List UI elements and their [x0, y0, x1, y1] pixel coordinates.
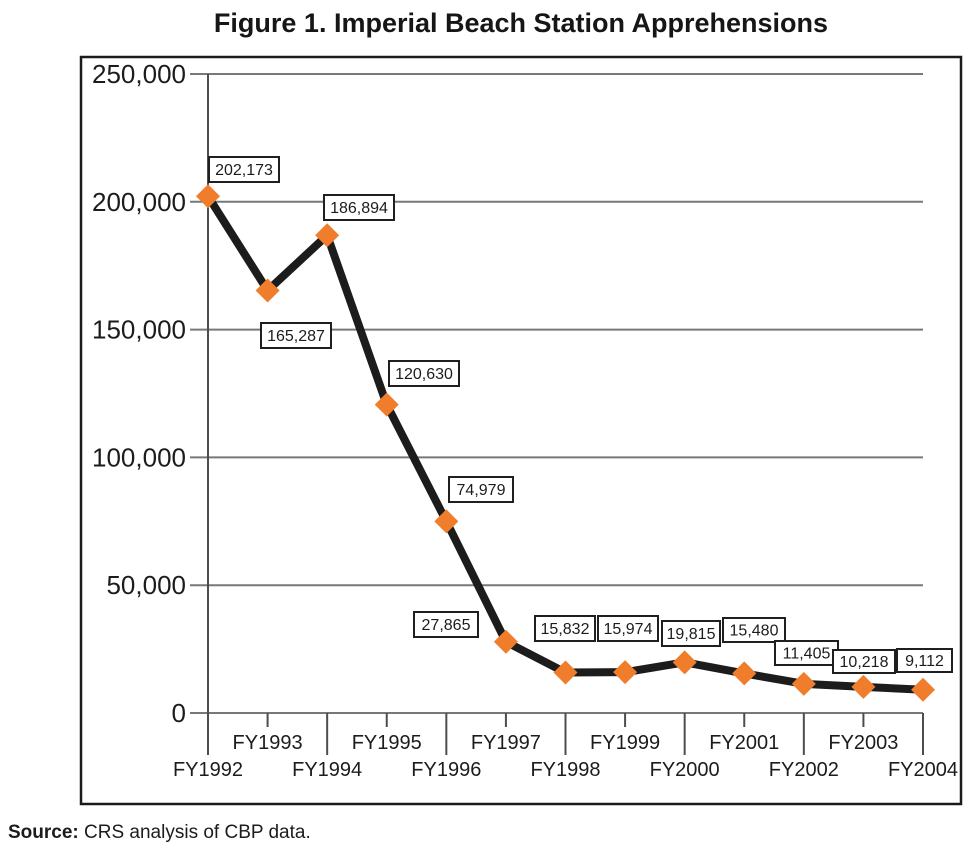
data-series — [196, 184, 935, 702]
data-label-box — [448, 476, 514, 503]
data-label-box — [722, 617, 786, 643]
y-tick-label: 100,000 — [92, 442, 186, 472]
data-label-box — [534, 615, 596, 642]
x-tick-label: FY1996 — [411, 759, 481, 781]
data-point-marker — [434, 509, 459, 534]
data-label-text: 165,287 — [267, 328, 325, 345]
data-label-text: 10,218 — [840, 654, 889, 671]
data-point-marker — [315, 223, 340, 248]
data-label-box — [413, 611, 479, 638]
y-tick-label: 250,000 — [92, 59, 186, 89]
data-label-text: 27,865 — [422, 617, 471, 634]
x-tick-label: FY1994 — [292, 759, 362, 781]
data-point-marker — [672, 650, 697, 675]
x-tick-label: FY1998 — [530, 759, 600, 781]
data-labels: 202,173 165,287 186,894 120,630 74,979 27,865… — [208, 156, 953, 674]
data-point-marker — [553, 660, 578, 685]
data-point-marker — [196, 184, 220, 209]
data-label-box — [774, 640, 839, 666]
data-point-marker — [613, 660, 638, 685]
x-tick-label: FY2002 — [769, 759, 839, 781]
x-tick-label: FY1997 — [471, 732, 541, 754]
data-point-marker — [732, 661, 757, 686]
data-label-text: 9,112 — [905, 653, 944, 670]
data-point-marker — [374, 392, 399, 417]
source-note: Source: CRS analysis of CBP data. — [8, 822, 311, 844]
data-label-text: 186,894 — [330, 200, 388, 217]
data-point-marker — [851, 674, 876, 699]
data-label-text: 19,815 — [667, 626, 716, 643]
x-tick-label: FY2004 — [888, 759, 958, 781]
y-tick-label: 50,000 — [106, 570, 186, 600]
x-tick-label: FY2000 — [650, 759, 720, 781]
y-tick-label: 0 — [172, 698, 186, 728]
x-tick-label: FY2001 — [709, 732, 779, 754]
data-label-text: 15,832 — [541, 621, 590, 638]
data-label-box — [832, 649, 896, 674]
data-label-box — [208, 156, 280, 183]
data-point-marker — [493, 629, 518, 654]
data-label-text: 202,173 — [215, 162, 273, 179]
figure-border — [79, 55, 963, 806]
x-tick-label: FY1993 — [233, 732, 303, 754]
data-label-text: 11,405 — [783, 646, 831, 663]
data-label-text: 15,480 — [730, 623, 779, 640]
source-text: CRS analysis of CBP data. — [78, 822, 311, 843]
figure-title: Figure 1. Imperial Beach Station Apprehe… — [213, 8, 829, 38]
y-tick-label: 200,000 — [92, 187, 186, 217]
x-tick-label: FY1995 — [352, 732, 422, 754]
y-tick-label: 150,000 — [92, 315, 186, 345]
data-point-marker — [791, 671, 816, 696]
data-label-box — [597, 615, 659, 642]
data-label-box — [661, 620, 721, 647]
apprehensions-line-chart: 0 50,000 100,000 150,000 200,000 250,000 FY199… — [79, 55, 963, 806]
data-label-box — [323, 194, 395, 221]
data-label-text: 74,979 — [457, 482, 506, 499]
data-point-marker — [255, 278, 280, 303]
data-label-text: 15,974 — [604, 621, 653, 638]
data-label-box — [388, 360, 460, 387]
data-label-text: 120,630 — [395, 366, 453, 383]
x-tick-label: FY2003 — [828, 732, 898, 754]
data-label-box — [896, 648, 953, 673]
x-tick-label: FY1992 — [173, 759, 243, 781]
data-label-box — [260, 322, 332, 349]
x-tick-label: FY1999 — [590, 732, 660, 754]
data-point-marker — [911, 677, 935, 702]
source-label: Source: — [8, 822, 79, 843]
